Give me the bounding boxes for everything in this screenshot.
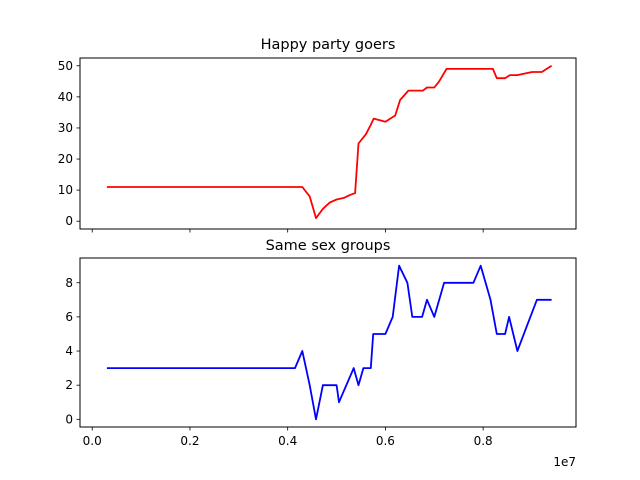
bottom-x-tick-label: 0.0 bbox=[83, 434, 102, 448]
top-plot-frame bbox=[79, 57, 577, 230]
top-y-tick-label: 30 bbox=[58, 121, 73, 135]
top-series-line bbox=[106, 65, 553, 220]
bottom-chart-title: Same sex groups bbox=[266, 238, 391, 254]
x-axis-offset-label: 1e7 bbox=[553, 455, 576, 469]
bottom-series-line bbox=[106, 264, 552, 421]
top-y-axis: 0 10 20 30 40 50 bbox=[58, 59, 80, 228]
bottom-y-tick-label: 8 bbox=[65, 276, 73, 290]
top-y-tick-label: 0 bbox=[65, 214, 73, 228]
top-y-tick-label: 40 bbox=[58, 90, 73, 104]
top-plot-area bbox=[80, 58, 576, 229]
top-chart-panel: 0 10 20 30 40 50 Happy party goers bbox=[58, 37, 577, 233]
top-x-axis bbox=[91, 229, 484, 233]
bottom-y-tick-label: 2 bbox=[65, 378, 73, 392]
bottom-x-tick-label: 0.6 bbox=[376, 434, 395, 448]
top-y-tick-label: 10 bbox=[58, 183, 73, 197]
bottom-y-tick-label: 0 bbox=[65, 412, 73, 426]
bottom-x-tick-label: 0.8 bbox=[474, 434, 493, 448]
top-y-tick-label: 20 bbox=[58, 152, 73, 166]
bottom-y-axis: 0 2 4 6 8 bbox=[65, 276, 80, 426]
bottom-x-tick-label: 0.4 bbox=[278, 434, 297, 448]
bottom-x-tick-label: 0.2 bbox=[180, 434, 199, 448]
bottom-y-tick-label: 6 bbox=[65, 310, 73, 324]
bottom-plot-area bbox=[80, 258, 576, 427]
bottom-y-tick-label: 4 bbox=[65, 344, 73, 358]
bottom-x-axis: 0.0 0.2 0.4 0.6 0.8 bbox=[83, 427, 493, 448]
top-y-tick-label: 50 bbox=[58, 59, 73, 73]
bottom-chart-panel: 0 2 4 6 8 0.0 0.2 0.4 0.6 0.8 Same sex groups 1e… bbox=[65, 238, 577, 469]
top-chart-title: Happy party goers bbox=[261, 37, 396, 53]
bottom-plot-frame bbox=[79, 257, 577, 428]
